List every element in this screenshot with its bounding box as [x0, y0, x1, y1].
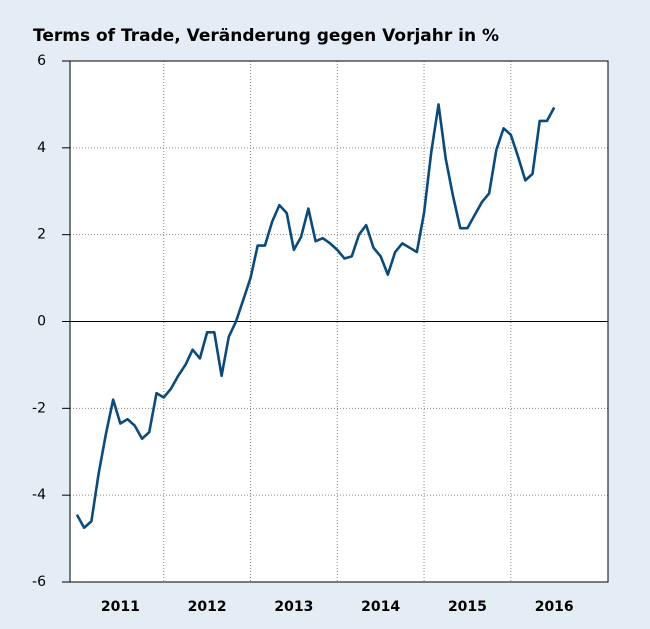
chart-title: Terms of Trade, Veränderung gegen Vorjah…	[33, 26, 499, 46]
y-tick-label: 0	[37, 314, 46, 330]
y-tick-label: -4	[32, 487, 46, 503]
x-tick-label: 2016	[535, 599, 574, 615]
data-line	[75, 103, 556, 530]
x-tick-label: 2012	[188, 599, 227, 615]
y-tick-label: 2	[37, 227, 46, 243]
y-tick-label: -6	[32, 574, 46, 590]
x-tick-label: 2011	[101, 599, 140, 615]
plot-frame	[69, 60, 609, 583]
y-tick-label: 4	[37, 140, 46, 156]
y-tick-label: 6	[37, 53, 46, 69]
x-tick-label: 2013	[274, 599, 313, 615]
y-tick-label: -2	[32, 400, 46, 416]
x-tick-label: 2015	[448, 599, 487, 615]
x-tick-label: 2014	[361, 599, 400, 615]
